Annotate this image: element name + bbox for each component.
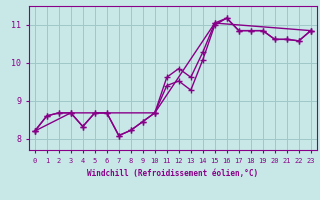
X-axis label: Windchill (Refroidissement éolien,°C): Windchill (Refroidissement éolien,°C): [87, 169, 258, 178]
